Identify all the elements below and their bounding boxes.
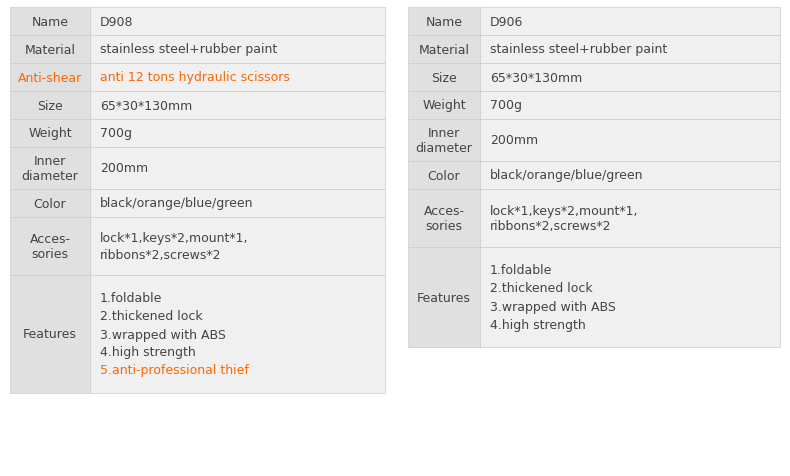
- Text: stainless steel+rubber paint: stainless steel+rubber paint: [490, 43, 668, 56]
- Bar: [408, 64, 480, 92]
- Bar: [90, 120, 385, 148]
- Text: 5.anti-professional thief: 5.anti-professional thief: [100, 364, 249, 377]
- Text: D906: D906: [490, 15, 523, 29]
- Bar: [10, 36, 90, 64]
- Text: 700g: 700g: [490, 99, 522, 112]
- Text: 65*30*130mm: 65*30*130mm: [100, 99, 192, 112]
- Bar: [408, 8, 480, 36]
- Text: stainless steel+rubber paint: stainless steel+rubber paint: [100, 43, 277, 56]
- Bar: [90, 218, 385, 276]
- Bar: [408, 92, 480, 120]
- Bar: [90, 8, 385, 36]
- Bar: [480, 8, 780, 36]
- Text: 1.foldable: 1.foldable: [100, 292, 163, 305]
- Bar: [480, 189, 780, 248]
- Text: Name: Name: [32, 15, 69, 29]
- Text: Size: Size: [431, 71, 457, 84]
- Text: 1.foldable: 1.foldable: [490, 264, 552, 277]
- Bar: [10, 218, 90, 276]
- Bar: [408, 248, 480, 347]
- Bar: [408, 189, 480, 248]
- Bar: [90, 148, 385, 189]
- Bar: [90, 92, 385, 120]
- Bar: [10, 8, 90, 36]
- Text: 2.thickened lock: 2.thickened lock: [490, 282, 592, 295]
- Bar: [480, 120, 780, 162]
- Bar: [480, 162, 780, 189]
- Text: 2.thickened lock: 2.thickened lock: [100, 310, 202, 323]
- Text: 3.wrapped with ABS: 3.wrapped with ABS: [100, 328, 226, 341]
- Text: lock*1,keys*2,mount*1,: lock*1,keys*2,mount*1,: [100, 232, 249, 245]
- Text: Weight: Weight: [28, 127, 72, 140]
- Bar: [408, 36, 480, 64]
- Bar: [90, 36, 385, 64]
- Text: Material: Material: [24, 43, 76, 56]
- Text: lock*1,keys*2,mount*1,: lock*1,keys*2,mount*1,: [490, 204, 638, 217]
- Text: D908: D908: [100, 15, 134, 29]
- Text: Material: Material: [419, 43, 469, 56]
- Text: 700g: 700g: [100, 127, 132, 140]
- Text: Features: Features: [417, 291, 471, 304]
- Text: ribbons*2,screws*2: ribbons*2,screws*2: [100, 248, 221, 261]
- Bar: [10, 276, 90, 393]
- Bar: [480, 248, 780, 347]
- Text: 65*30*130mm: 65*30*130mm: [490, 71, 582, 84]
- Text: Anti-shear: Anti-shear: [18, 71, 82, 84]
- Bar: [90, 276, 385, 393]
- Text: Color: Color: [34, 197, 66, 210]
- Text: Weight: Weight: [422, 99, 466, 112]
- Bar: [90, 64, 385, 92]
- Text: Color: Color: [427, 169, 461, 182]
- Text: anti 12 tons hydraulic scissors: anti 12 tons hydraulic scissors: [100, 71, 290, 84]
- Text: black/orange/blue/green: black/orange/blue/green: [100, 197, 254, 210]
- Text: 3.wrapped with ABS: 3.wrapped with ABS: [490, 300, 616, 313]
- Text: 4.high strength: 4.high strength: [490, 318, 585, 331]
- Bar: [408, 162, 480, 189]
- Text: 4.high strength: 4.high strength: [100, 346, 196, 359]
- Text: Features: Features: [23, 328, 77, 341]
- Text: Inner
diameter: Inner diameter: [416, 127, 472, 155]
- Text: Name: Name: [426, 15, 462, 29]
- Bar: [10, 148, 90, 189]
- Bar: [480, 36, 780, 64]
- Text: Inner
diameter: Inner diameter: [21, 155, 78, 183]
- Bar: [10, 120, 90, 148]
- Text: Acces-
sories: Acces- sories: [423, 205, 465, 232]
- Text: black/orange/blue/green: black/orange/blue/green: [490, 169, 644, 182]
- Bar: [408, 120, 480, 162]
- Bar: [480, 92, 780, 120]
- Bar: [90, 189, 385, 218]
- Bar: [480, 64, 780, 92]
- Text: Size: Size: [37, 99, 63, 112]
- Text: Acces-
sories: Acces- sories: [29, 232, 70, 260]
- Bar: [10, 64, 90, 92]
- Bar: [10, 92, 90, 120]
- Text: 200mm: 200mm: [100, 162, 149, 175]
- Text: 200mm: 200mm: [490, 134, 538, 147]
- Bar: [10, 189, 90, 218]
- Text: ribbons*2,screws*2: ribbons*2,screws*2: [490, 220, 611, 233]
